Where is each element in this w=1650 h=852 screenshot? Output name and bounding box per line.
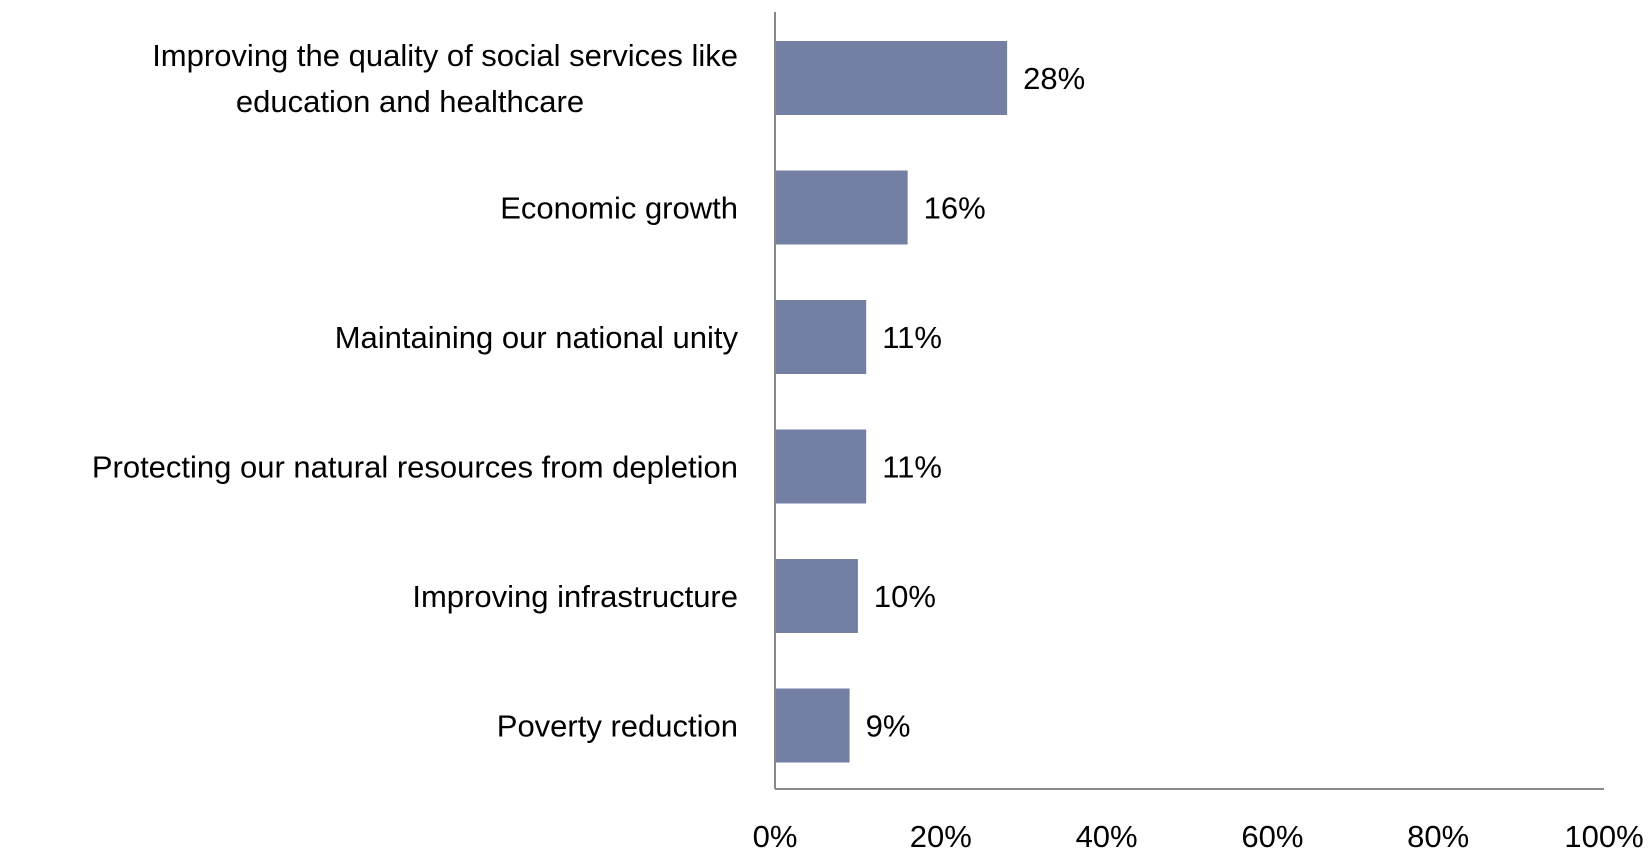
category-label-4: Improving infrastructure <box>412 579 738 614</box>
x-tick-label-0: 0% <box>753 819 798 852</box>
data-label-2: 11% <box>882 320 942 355</box>
category-label-0-line-0: Improving the quality of social services… <box>152 38 738 73</box>
x-tick-label-1: 20% <box>910 819 972 852</box>
category-label-5: Poverty reduction <box>497 709 738 744</box>
data-label-3: 11% <box>882 450 942 485</box>
x-tick-label-5: 100% <box>1564 819 1643 852</box>
bar-3 <box>775 429 867 504</box>
category-label-0-line-1: education and healthcare <box>236 84 584 119</box>
axes <box>774 12 1604 790</box>
bar-4 <box>775 559 858 633</box>
x-tick-label-4: 80% <box>1407 819 1469 852</box>
data-labels: 28% 16% 11% 11% 10% 9% <box>866 61 1086 744</box>
bar-0 <box>775 41 1008 115</box>
data-label-0: 28% <box>1023 61 1085 96</box>
x-tick-labels: 0% 20% 40% 60% 80% 100% <box>753 819 1644 852</box>
category-label-3: Protecting our natural resources from de… <box>92 450 738 485</box>
bar-1 <box>775 170 908 245</box>
category-labels: Improving the quality of social services… <box>92 38 739 744</box>
bar-2 <box>775 300 867 374</box>
bars-group <box>775 41 1008 763</box>
category-label-2: Maintaining our national unity <box>335 320 739 355</box>
data-label-1: 16% <box>924 191 986 226</box>
x-tick-label-2: 40% <box>1076 819 1138 852</box>
data-label-4: 10% <box>874 579 936 614</box>
data-label-5: 9% <box>866 709 911 744</box>
x-tick-label-3: 60% <box>1241 819 1303 852</box>
bar-5 <box>775 688 850 763</box>
category-label-1: Economic growth <box>500 191 738 226</box>
